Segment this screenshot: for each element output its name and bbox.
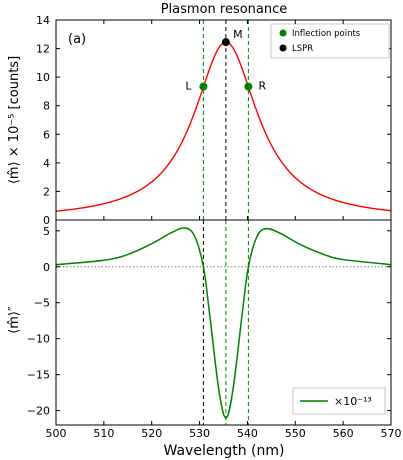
legend-marker-inflection <box>279 29 287 37</box>
marker-m <box>221 38 230 47</box>
x-tick-label: 510 <box>93 427 114 440</box>
legend-marker-lspr <box>279 44 287 52</box>
legend-label-scale: ×10⁻¹³ <box>334 395 372 408</box>
x-ticks: 500 510 520 530 540 550 560 570 <box>46 20 402 440</box>
panel-label-a: (a) <box>68 32 86 47</box>
y-tick-label: 4 <box>43 157 50 170</box>
y-tick-label: 14 <box>36 14 50 27</box>
bottom-curve <box>55 227 392 419</box>
x-tick-label: 570 <box>381 427 402 440</box>
y-tick-label: 12 <box>36 43 50 56</box>
top-vertical-lines <box>202 20 249 220</box>
bottom-y-axis-label: ⟨m̂⟩″ <box>7 306 22 334</box>
bottom-panel: 5 0 −5 −10 −15 −20 ⟨m̂⟩″ ×10⁻¹³ <box>7 220 392 425</box>
x-tick-label: 540 <box>237 427 258 440</box>
chart-title: Plasmon resonance <box>161 2 288 17</box>
top-markers <box>199 38 253 91</box>
top-panel: (a) L M R 0 2 4 6 8 10 12 14 ⟨m̂⟩ × 10⁻⁵ [count… <box>7 14 392 227</box>
y-tick-label: −5 <box>34 297 50 310</box>
x-axis-label: Wavelength (nm) <box>164 443 285 459</box>
x-tick-label: 500 <box>46 427 67 440</box>
annotation-l: L <box>185 80 192 93</box>
bottom-panel-frame <box>55 219 392 426</box>
y-tick-label: 8 <box>43 100 50 113</box>
y-tick-label: 6 <box>43 128 50 141</box>
y-tick-label: −15 <box>27 369 50 382</box>
y-tick-label: 0 <box>43 261 50 274</box>
top-legend-frame <box>270 23 390 59</box>
y-tick-label: −20 <box>27 405 50 418</box>
y-tick-label: −10 <box>27 333 50 346</box>
bottom-vertical-lines <box>202 220 249 425</box>
top-curve <box>55 41 392 212</box>
top-legend: Inflection points LSPR <box>270 23 390 59</box>
x-tick-label: 550 <box>285 427 306 440</box>
x-tick-label: 520 <box>141 427 162 440</box>
marker-l <box>199 82 208 91</box>
legend-label-lspr: LSPR <box>292 44 313 54</box>
y-tick-label: 10 <box>36 71 50 84</box>
legend-label-inflection: Inflection points <box>292 29 361 39</box>
y-tick-label: 2 <box>43 185 50 198</box>
marker-r <box>244 82 253 91</box>
top-y-axis-label: ⟨m̂⟩ × 10⁻⁵ [counts] <box>7 56 22 184</box>
x-tick-label: 560 <box>333 427 354 440</box>
annotation-m: M <box>233 28 243 41</box>
bottom-y-ticks: 5 0 −5 −10 −15 −20 <box>27 225 391 418</box>
annotation-r: R <box>259 80 267 93</box>
x-tick-label: 530 <box>189 427 210 440</box>
y-tick-label: 0 <box>43 214 50 227</box>
bottom-legend: ×10⁻¹³ <box>292 387 386 415</box>
y-tick-label: 5 <box>43 225 50 238</box>
